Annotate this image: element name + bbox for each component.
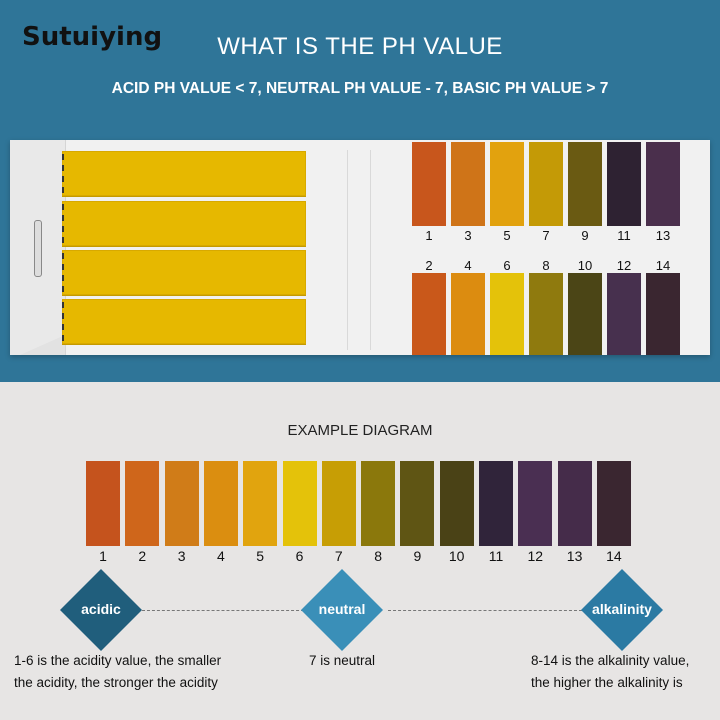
scale-label: 12	[527, 548, 544, 564]
scale-label: 2	[138, 548, 147, 564]
scale-swatch-ph-13	[557, 461, 592, 546]
card-swatch-ph-9	[568, 142, 602, 226]
card-swatch-label: 10	[577, 258, 593, 273]
card-swatch-label: 2	[425, 258, 433, 273]
scale-label: 14	[606, 548, 622, 564]
scale-swatch-ph-5	[243, 461, 278, 546]
scale-label: 13	[566, 548, 583, 564]
page-title: WHAT IS THE PH VALUE	[0, 33, 720, 61]
scale-label: 7	[334, 548, 343, 564]
scale-label: 4	[216, 548, 225, 564]
card-swatch-ph-13	[646, 142, 680, 226]
scale-swatch-ph-4	[203, 461, 238, 546]
scale-label: 11	[488, 548, 504, 564]
scale-label: 1	[99, 548, 107, 564]
card-swatch-label: 4	[464, 258, 472, 273]
test-strip	[62, 201, 306, 246]
neutral-label: neutral	[318, 601, 366, 617]
description-line: the higher the alkalinity is	[531, 675, 683, 690]
page-title-text: WHAT IS THE PH VALUE	[217, 33, 503, 60]
header-banner: Sutuiying WHAT IS THE PH VALUE ACID PH V…	[0, 0, 720, 382]
card-swatch-ph-3	[451, 142, 485, 226]
card-swatch-ph-2	[412, 273, 446, 355]
scale-swatch-ph-3	[164, 461, 199, 546]
booklet-slot	[34, 220, 42, 277]
neutral-description: 7 is neutral	[309, 650, 375, 672]
card-swatch-label: 14	[655, 258, 671, 273]
card-swatch-ph-5	[490, 142, 524, 226]
scale-swatch-ph-10	[439, 461, 474, 546]
alkalinity-label: alkalinity	[592, 601, 652, 617]
scale-label: 10	[448, 548, 465, 564]
connector-line	[388, 610, 582, 611]
card-swatch-ph-12	[607, 273, 641, 355]
test-strip	[62, 151, 306, 196]
connector-line	[142, 610, 304, 611]
card-swatch-label: 6	[503, 258, 511, 273]
card-swatch-ph-6	[490, 273, 524, 355]
scale-swatch-ph-7	[321, 461, 356, 546]
scale-swatch-ph-6	[282, 461, 317, 546]
card-swatch-ph-4	[451, 273, 485, 355]
scale-label: 9	[413, 548, 422, 564]
card-swatch-label: 3	[464, 228, 472, 243]
scale-swatch-ph-9	[400, 461, 435, 546]
description-line: 1-6 is the acidity value, the smaller	[14, 653, 222, 668]
scale-label: 5	[256, 548, 265, 564]
card-swatch-ph-7	[529, 142, 563, 226]
booklet-fold	[347, 150, 371, 350]
scale-swatch-ph-12	[518, 461, 553, 546]
card-swatch-label: 1	[425, 228, 433, 243]
example-diagram-title: EXAMPLE DIAGRAM	[287, 422, 433, 439]
ph-test-booklet: 1 3 5 7 9 11 13 2 4 6 8 10 12 14	[10, 140, 710, 355]
scale-swatch-ph-1	[86, 461, 120, 546]
description-line: the acidity, the stronger the acidity	[14, 675, 218, 690]
card-swatch-label: 11	[617, 228, 631, 243]
card-swatch-label: 7	[542, 228, 550, 243]
scale-label: 8	[374, 548, 382, 564]
acidic-label: acidic	[81, 601, 121, 617]
acidic-description: 1-6 is the acidity value, the smaller the…	[14, 650, 221, 694]
scale-label: 3	[177, 548, 186, 564]
scale-swatch-ph-11	[479, 461, 513, 546]
alkalinity-description: 8-14 is the alkalinity value, the higher …	[531, 650, 689, 694]
scale-swatch-ph-14	[596, 461, 631, 546]
scale-label: 6	[295, 548, 304, 564]
brand-logo-text: Sutuiying	[22, 22, 163, 52]
card-swatch-label: 12	[616, 258, 632, 273]
description-line: 7 is neutral	[309, 653, 376, 668]
page-subtitle: ACID PH VALUE < 7, NEUTRAL PH VALUE - 7,…	[111, 80, 609, 97]
description-line: 8-14 is the alkalinity value,	[531, 653, 690, 668]
card-swatch-ph-10	[568, 273, 602, 355]
test-strip	[62, 250, 306, 295]
card-swatch-label: 8	[542, 258, 550, 273]
test-strip	[62, 299, 306, 344]
scale-swatch-ph-2	[125, 461, 160, 546]
card-swatch-label: 9	[581, 228, 589, 243]
card-swatch-ph-14	[646, 273, 680, 355]
card-swatch-ph-8	[529, 273, 563, 355]
scale-swatch-ph-8	[361, 461, 396, 546]
card-swatch-label: 13	[655, 228, 671, 243]
card-swatch-ph-11	[607, 142, 641, 226]
booklet-flap	[10, 140, 66, 355]
card-swatch-label: 5	[503, 228, 511, 243]
card-swatch-ph-1	[412, 142, 446, 226]
